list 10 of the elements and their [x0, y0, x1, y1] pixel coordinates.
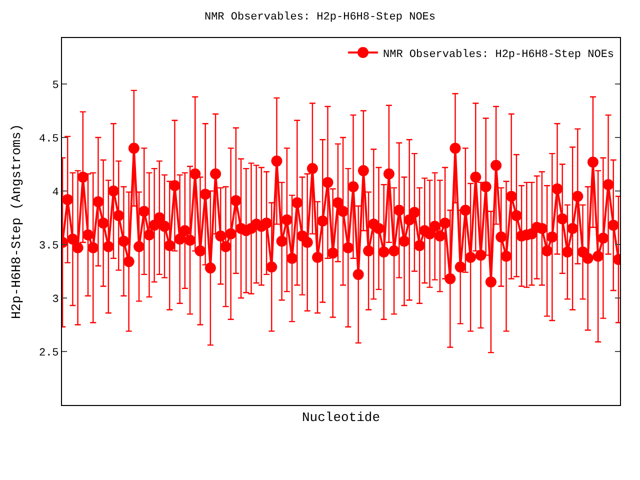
y-tick-label: 3.5 [38, 240, 59, 252]
y-tick-label: 3 [52, 294, 59, 306]
legend-label: NMR Observables: H2p-H6H8-Step NOEs [383, 48, 614, 61]
y-tick-label: 5 [52, 80, 59, 92]
y-axis-title: H2p-H6H8-Step (Angstroms) [8, 124, 24, 320]
y-tick-label: 4.5 [38, 133, 59, 146]
x-axis-title: Nucleotide [302, 410, 380, 425]
y-tick-label: 4 [52, 186, 60, 199]
y-tick-label: 2.5 [38, 347, 59, 360]
chart-title: NMR Observables: H2p-H6H8-Step NOEs [204, 12, 436, 24]
